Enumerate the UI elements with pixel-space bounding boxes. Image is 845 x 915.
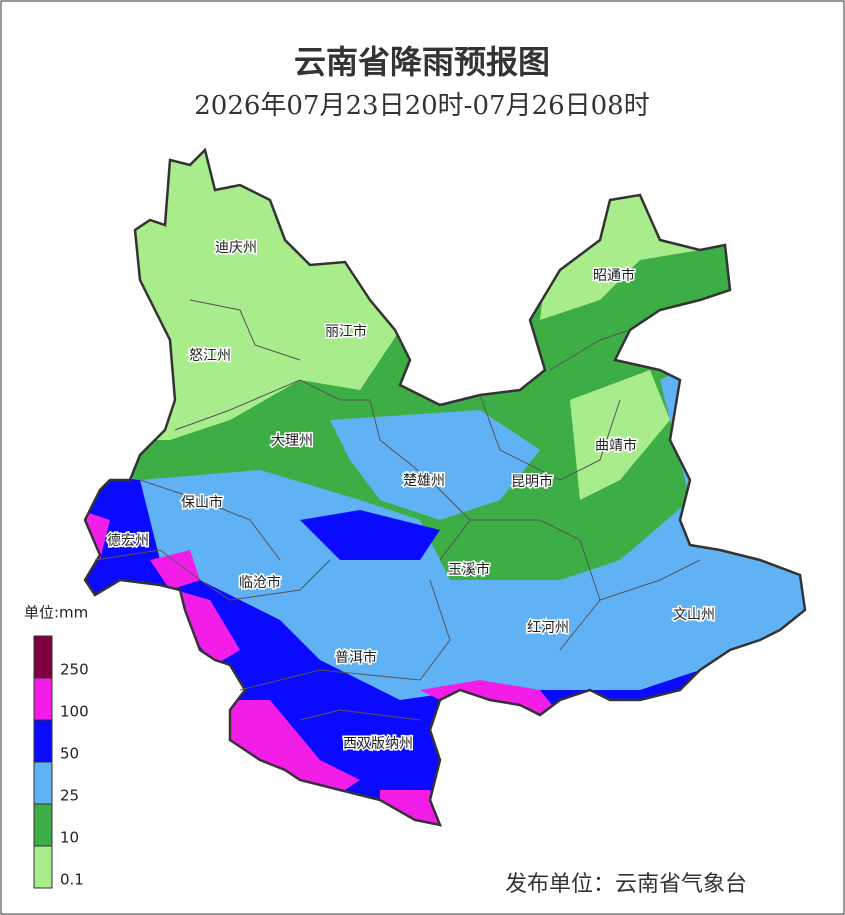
region-label: 怒江州 [189,348,231,364]
legend-label: 250 [60,661,89,679]
region-label: 楚雄州 [403,473,445,489]
region-label: 昆明市 [511,473,553,490]
legend-swatch [33,677,53,721]
legend-label: 25 [60,787,79,805]
legend-swatch [33,719,53,763]
region-label: 西双版纳州 [343,736,413,752]
region-label: 临沧市 [239,574,281,591]
region-label: 昭通市 [593,267,635,284]
region-label: 红河州 [527,620,569,636]
publisher: 发布单位：云南省气象台 [505,872,747,897]
legend-swatch [33,761,53,805]
legend-label: 10 [60,829,79,847]
legend-title: 单位:mm [24,604,88,622]
region-label: 丽江市 [325,323,367,340]
region-label: 德宏州 [107,533,149,549]
legend-label: 50 [60,745,79,763]
legend-swatch [33,635,53,679]
subtitle: 2026年07月23日20时-07月26日08时 [194,91,649,121]
legend-swatch [33,803,53,847]
region-label: 文山州 [673,607,715,623]
legend-label: 0.1 [60,871,84,889]
region-label: 大理州 [271,433,313,449]
region-label: 保山市 [181,494,223,511]
region-label: 玉溪市 [448,561,490,578]
prefecture-borders [94,299,701,721]
legend-swatch [33,845,53,889]
region-label: 普洱市 [335,649,377,666]
legend-label: 100 [60,703,89,721]
title: 云南省降雨预报图 [294,43,550,81]
region-label: 迪庆州 [215,240,257,256]
legend: 单位:mm 0.1 10 25 50 100 250 [24,604,89,889]
region-label: 曲靖市 [595,437,637,454]
